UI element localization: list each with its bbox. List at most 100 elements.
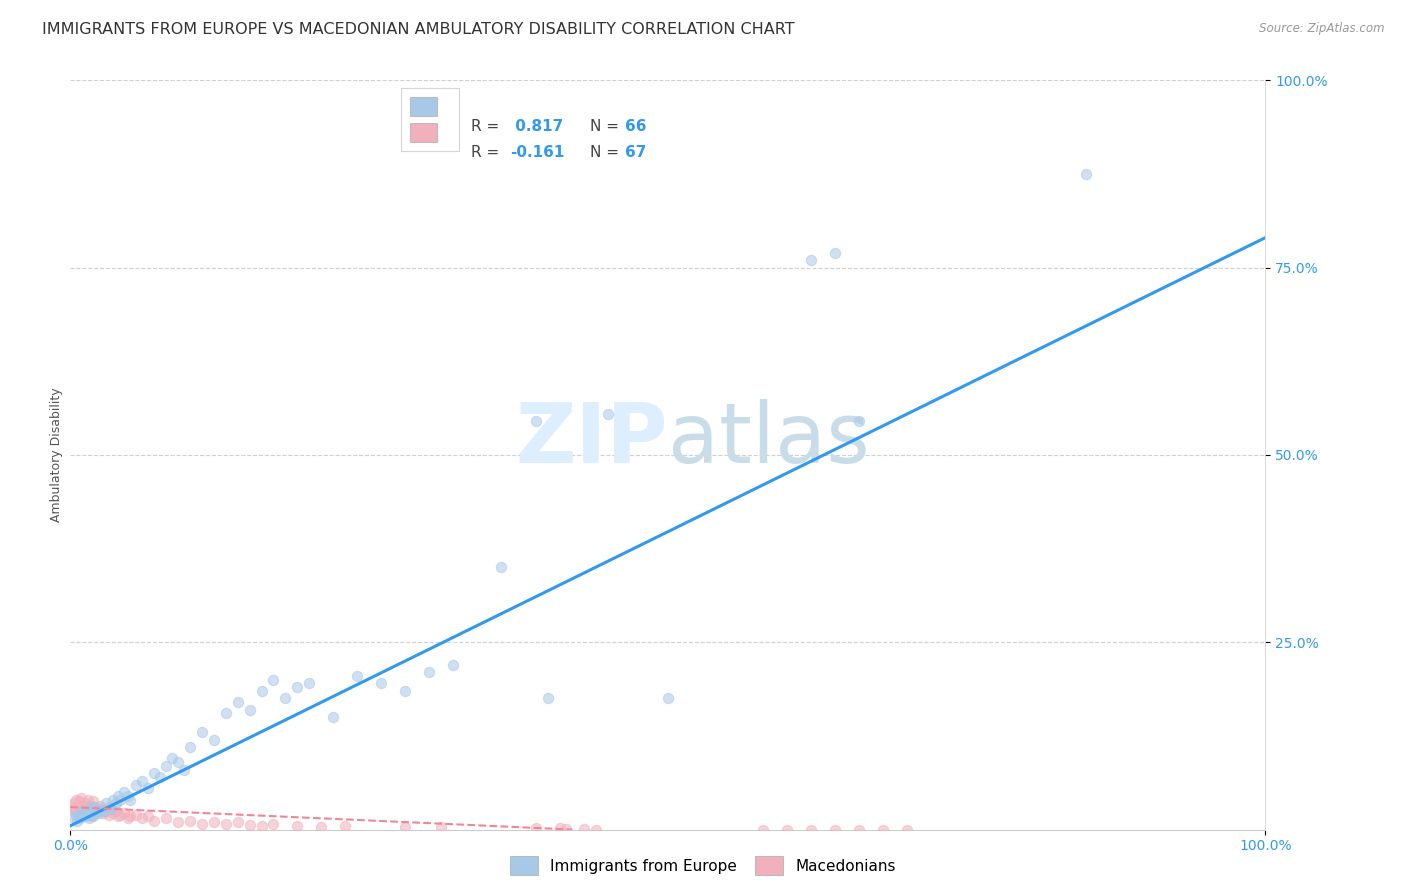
Text: 0.817: 0.817 (510, 120, 564, 134)
Point (824, 822, 846, 837)
Point (67, 807, 90, 822)
Point (166, 755, 188, 769)
Point (107, 789, 129, 803)
Point (100, 801, 122, 815)
Point (66, 814, 89, 828)
Point (65, 792, 87, 806)
Point (63, 797, 86, 811)
Point (69, 811, 91, 825)
Point (112, 785, 135, 799)
Point (110, 792, 132, 806)
Point (125, 807, 148, 822)
Point (143, 814, 166, 828)
Point (418, 665, 440, 680)
Point (96, 797, 117, 811)
Point (107, 809, 129, 823)
Point (94, 801, 117, 815)
Text: R =: R = (471, 145, 503, 161)
Point (93, 804, 115, 818)
Text: R =: R = (471, 120, 503, 134)
Point (155, 811, 177, 825)
Point (110, 807, 132, 822)
Point (91, 806, 114, 821)
Text: Source: ZipAtlas.com: Source: ZipAtlas.com (1260, 22, 1385, 36)
Y-axis label: Ambulatory Disability: Ambulatory Disability (51, 388, 63, 522)
Point (287, 819, 309, 833)
Point (322, 710, 344, 724)
Point (104, 804, 127, 818)
Point (77, 804, 100, 818)
Point (80, 807, 103, 822)
Point (800, 822, 823, 837)
Point (60, 800, 83, 814)
Point (75, 800, 97, 814)
Point (117, 789, 139, 803)
Point (77, 792, 100, 806)
Point (70, 809, 93, 823)
Point (872, 822, 894, 837)
Point (160, 751, 183, 765)
Text: 66: 66 (624, 120, 647, 134)
Point (441, 657, 464, 672)
Point (800, 253, 823, 268)
Point (87, 804, 110, 818)
Point (79, 798, 101, 813)
Point (100, 801, 122, 815)
Point (526, 414, 548, 428)
Point (598, 407, 620, 421)
Point (83, 804, 105, 818)
Point (65, 809, 87, 823)
Point (335, 819, 357, 833)
Point (86, 801, 108, 815)
Point (250, 819, 273, 833)
Legend: , : , (401, 88, 458, 151)
Point (202, 815, 225, 830)
Point (250, 684, 273, 698)
Text: 67: 67 (624, 145, 647, 161)
Point (70, 791, 93, 805)
Point (239, 818, 262, 832)
Point (263, 816, 285, 830)
Point (489, 560, 512, 574)
Text: N =: N = (591, 145, 624, 161)
Point (75, 809, 97, 823)
Text: atlas: atlas (668, 400, 869, 481)
Point (263, 673, 285, 687)
Point (87, 806, 110, 821)
Text: ZIP: ZIP (516, 400, 668, 481)
Point (62, 801, 84, 815)
Point (70, 806, 93, 821)
Point (90, 801, 112, 815)
Point (202, 732, 225, 747)
Legend: Immigrants from Europe, Macedonians: Immigrants from Europe, Macedonians (503, 848, 903, 882)
Point (274, 691, 297, 706)
Point (1076, 167, 1098, 181)
Point (166, 815, 188, 830)
Point (79, 800, 101, 814)
Point (848, 822, 870, 837)
Point (67, 794, 90, 808)
Point (131, 773, 153, 788)
Point (226, 695, 249, 709)
Point (117, 811, 139, 825)
Point (309, 820, 333, 834)
Text: IMMIGRANTS FROM EUROPE VS MACEDONIAN AMBULATORY DISABILITY CORRELATION CHART: IMMIGRANTS FROM EUROPE VS MACEDONIAN AMB… (42, 22, 794, 37)
Point (82, 794, 104, 808)
Point (72, 804, 94, 818)
Point (76, 806, 98, 821)
Point (96, 804, 117, 818)
Point (66, 806, 89, 821)
Point (112, 806, 135, 821)
Point (143, 766, 166, 780)
Point (848, 414, 870, 428)
Point (63, 811, 86, 825)
Point (70, 804, 93, 818)
Point (298, 676, 321, 690)
Point (239, 703, 262, 717)
Point (191, 816, 214, 830)
Point (173, 763, 195, 777)
Point (72, 801, 94, 815)
Point (346, 669, 368, 683)
Point (131, 811, 153, 825)
Point (125, 778, 148, 792)
